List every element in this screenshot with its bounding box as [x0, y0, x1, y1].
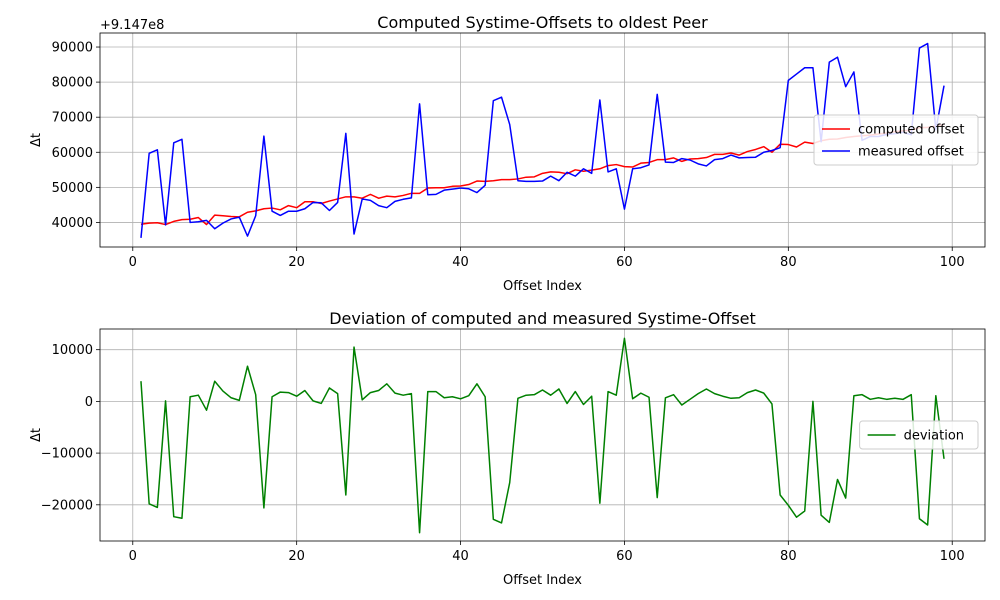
legend-label: measured offset [858, 145, 964, 160]
legend-box [859, 420, 979, 450]
chart-title: Computed Systime-Offsets to oldest Peer [377, 13, 708, 32]
x-axis-label: Offset Index [503, 573, 582, 588]
legend-label: computed offset [858, 123, 965, 138]
y-offset-label: +9.147e8 [100, 18, 164, 33]
y-tick-label: −10000 [41, 447, 93, 462]
x-tick-label: 80 [780, 549, 797, 564]
series-line-measured-offset [140, 42, 945, 238]
legend-box [813, 114, 979, 166]
x-tick-label: 80 [780, 255, 797, 270]
y-tick-label: −20000 [41, 498, 93, 513]
y-tick-label: 50000 [52, 181, 93, 196]
series-line-deviation [140, 337, 945, 534]
y-axis-label: Δt [29, 428, 44, 442]
y-tick-label: 70000 [52, 111, 93, 126]
y-tick-label: 40000 [52, 216, 93, 231]
series-line-computed-offset [140, 123, 945, 226]
x-tick-label: 60 [616, 255, 633, 270]
x-tick-label: 0 [129, 255, 137, 270]
chart-title: Deviation of computed and measured Systi… [329, 309, 756, 328]
legend: computed offset measured offset [813, 114, 979, 166]
x-tick-label: 100 [940, 255, 965, 270]
legend-label: deviation [904, 429, 964, 444]
legend: deviation [859, 420, 979, 450]
x-tick-label: 0 [129, 549, 137, 564]
top-chart-panel: 0 20 40 60 80 100 40000 50000 60000 70000 80000 900… [29, 13, 986, 294]
x-tick-label: 20 [288, 549, 305, 564]
y-tick-label: 10000 [52, 343, 93, 358]
y-tick-label: 60000 [52, 146, 93, 161]
y-tick-label: 80000 [52, 76, 93, 91]
y-tick-label: 0 [85, 395, 93, 410]
y-axis-label: Δt [29, 133, 44, 147]
x-axis-label: Offset Index [503, 279, 582, 294]
x-tick-label: 100 [940, 549, 965, 564]
y-tick-label: 90000 [52, 41, 93, 56]
axes-frame [99, 328, 986, 542]
axes-frame [99, 32, 986, 248]
x-tick-label: 20 [288, 255, 305, 270]
x-tick-label: 40 [452, 255, 469, 270]
x-tick-label: 40 [452, 549, 469, 564]
bottom-chart-panel: 0 20 40 60 80 100 −20000 −10000 0 10000 Deviation … [29, 309, 986, 588]
x-tick-label: 60 [616, 549, 633, 564]
